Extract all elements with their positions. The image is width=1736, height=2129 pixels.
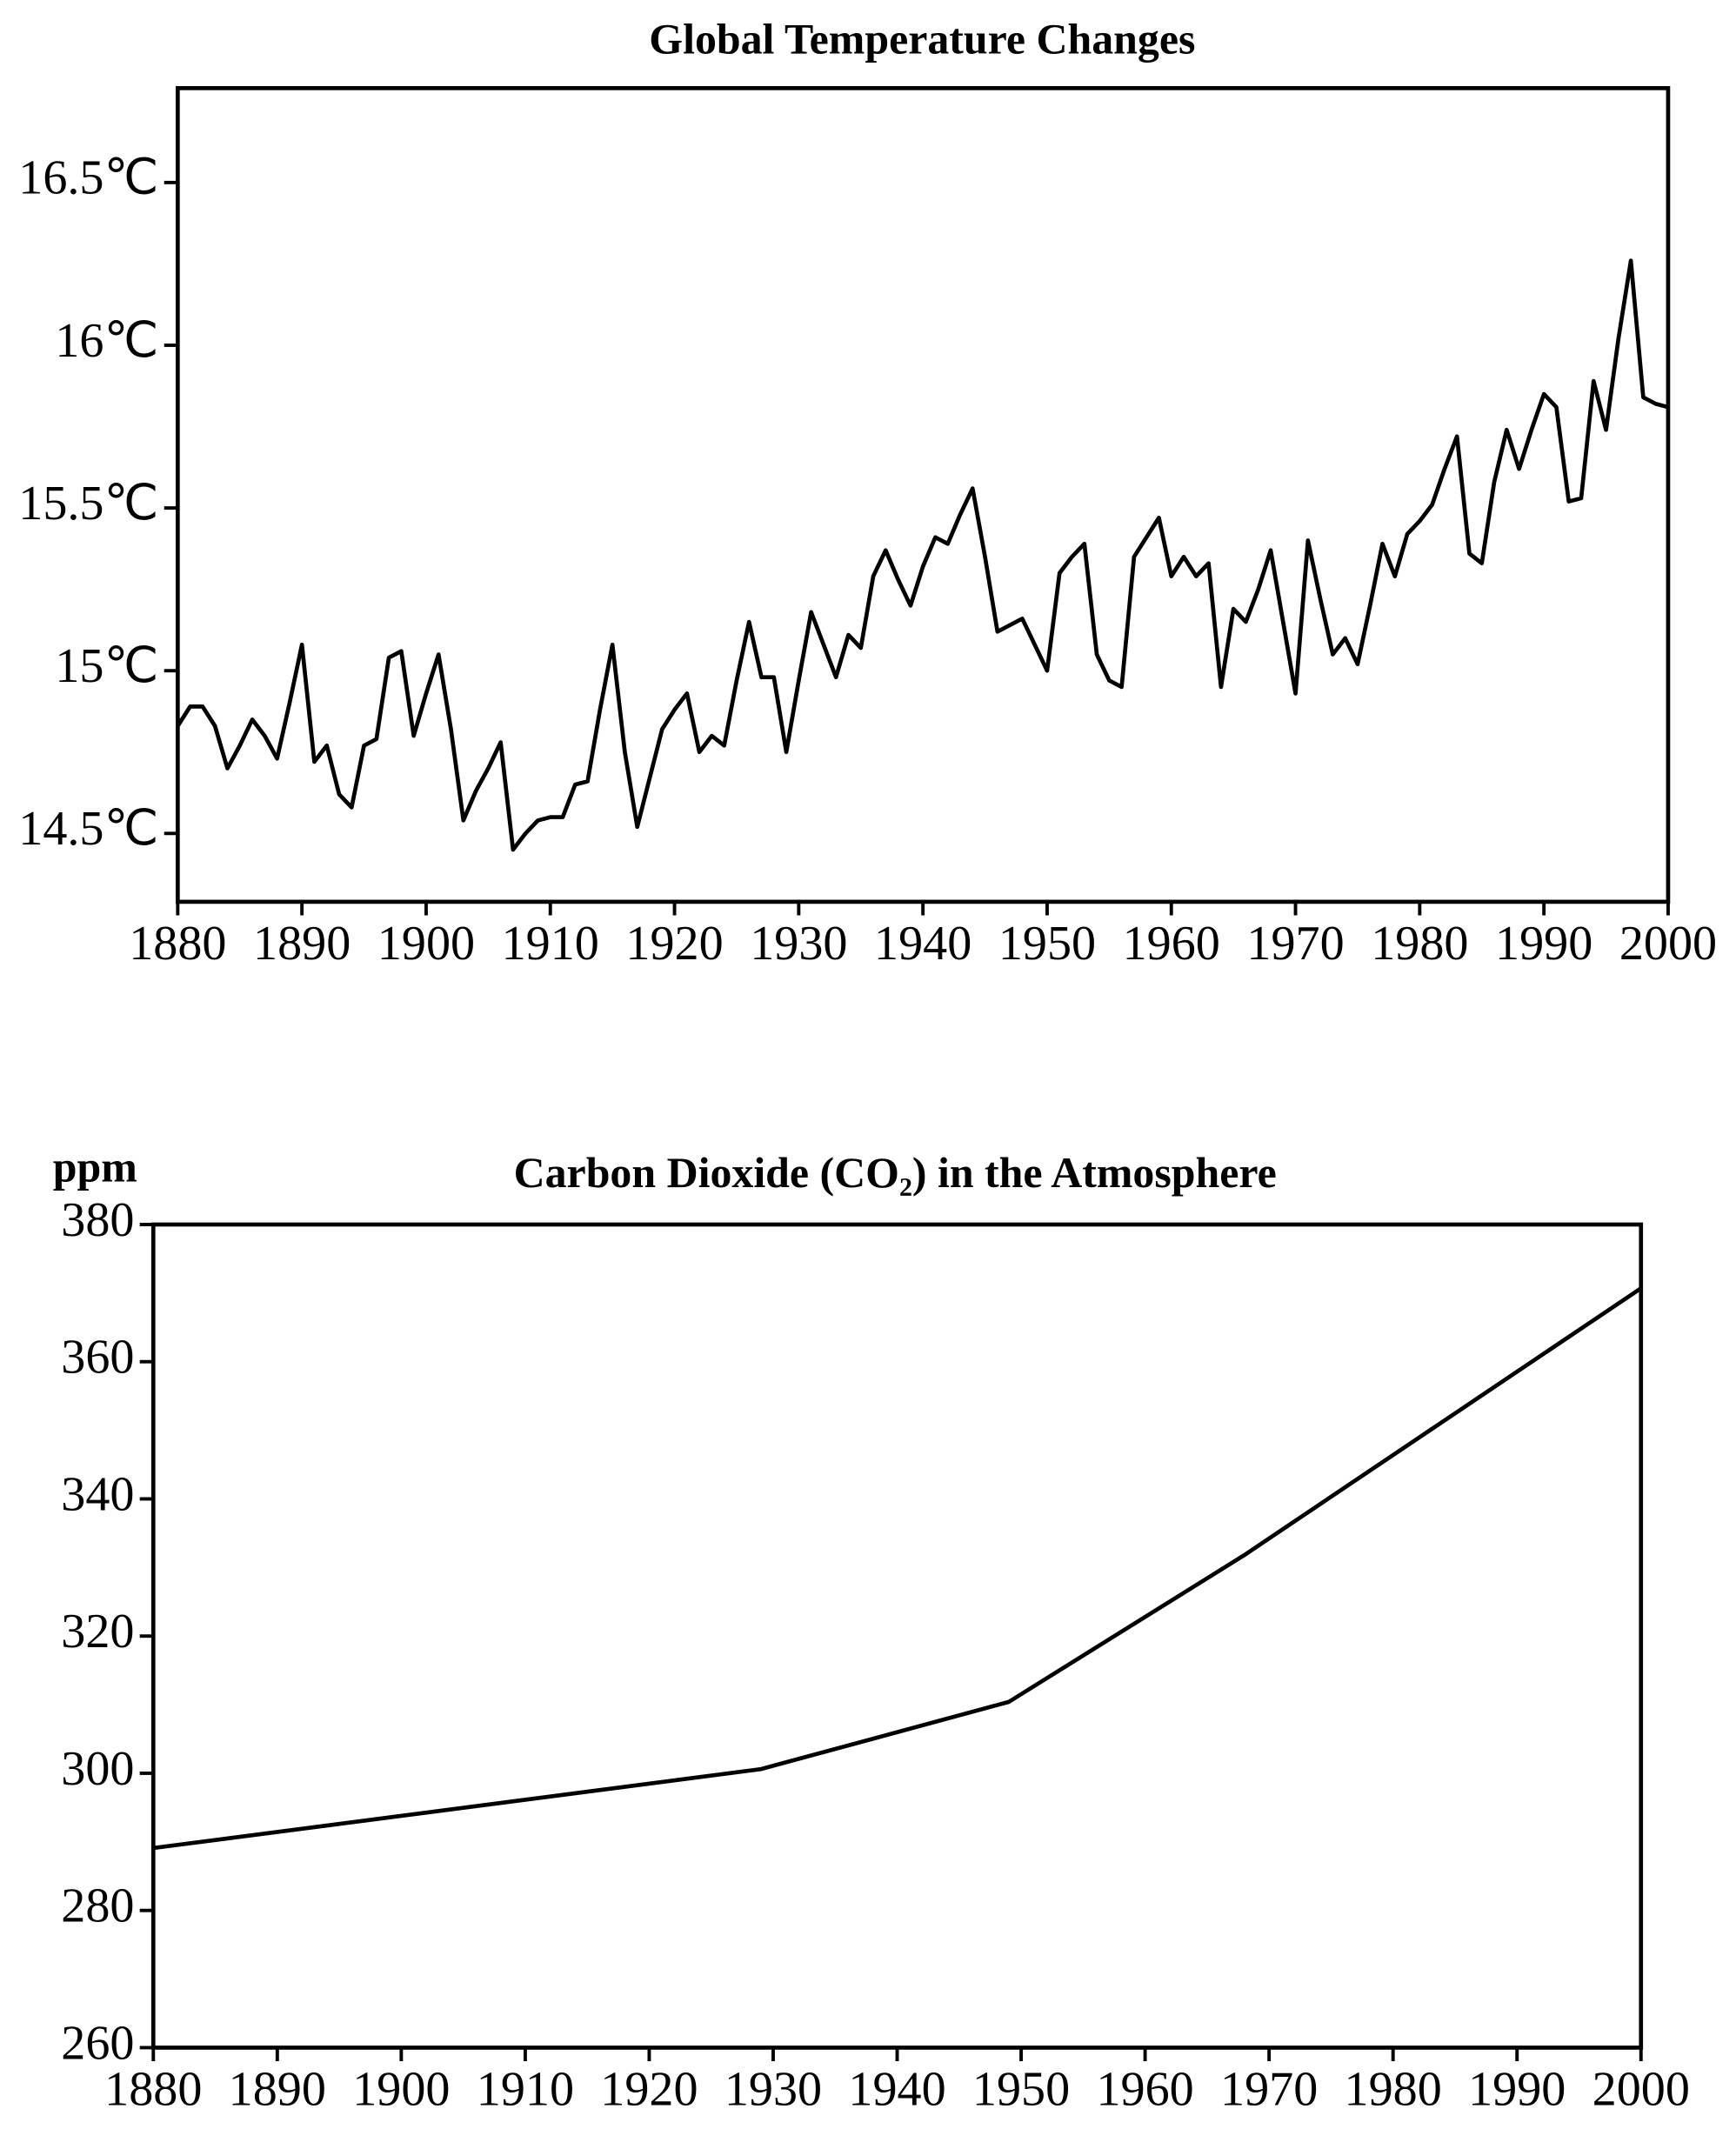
chart-title: Carbon Dioxide (CO₂) in the Atmosphere xyxy=(514,1149,1277,1197)
x-tick-label: 1920 xyxy=(600,2062,698,2116)
y-tick-label: 320 xyxy=(61,1605,134,1658)
x-tick-label: 1890 xyxy=(253,917,351,971)
x-tick-label: 1950 xyxy=(972,2062,1070,2116)
plot-frame xyxy=(176,86,1671,904)
y-tick-label: 380 xyxy=(61,1193,134,1247)
x-tick-label: 1980 xyxy=(1371,917,1468,971)
x-tick-label: 1890 xyxy=(229,2062,326,2116)
x-tick-label: 1970 xyxy=(1220,2062,1318,2116)
data-line xyxy=(152,1286,1643,1851)
y-tick-label: 360 xyxy=(61,1331,134,1385)
y-tick-label: 16℃ xyxy=(55,314,158,368)
x-tick-label: 1940 xyxy=(874,917,971,971)
y-axis-label: ppm xyxy=(53,1144,137,1191)
x-tick-label: 1970 xyxy=(1246,917,1344,971)
plot-frame xyxy=(150,1222,1644,2050)
x-tick-label: 1880 xyxy=(104,2062,202,2116)
x-tick-label: 1950 xyxy=(998,917,1096,971)
y-tick-label: 340 xyxy=(61,1467,134,1521)
x-tick-label: 1910 xyxy=(502,917,599,971)
data-line xyxy=(176,258,1669,852)
x-tick-label: 2000 xyxy=(1592,2062,1690,2116)
x-tick-label: 1900 xyxy=(377,917,475,971)
y-tick-label: 280 xyxy=(61,1879,134,1933)
y-tick-label: 16.5℃ xyxy=(18,151,158,205)
x-tick-label: 1920 xyxy=(625,917,723,971)
x-tick-label: 1910 xyxy=(477,2062,574,2116)
y-tick-label: 300 xyxy=(61,1742,134,1796)
x-tick-label: 1930 xyxy=(724,2062,822,2116)
chart-title: Global Temperature Changes xyxy=(649,15,1195,63)
x-tick-label: 2000 xyxy=(1619,917,1717,971)
y-tick-label: 15.5℃ xyxy=(18,477,158,531)
y-tick-label: 14.5℃ xyxy=(18,802,158,856)
x-tick-label: 1900 xyxy=(352,2062,450,2116)
x-tick-label: 1880 xyxy=(129,917,226,971)
y-tick-label: 15℃ xyxy=(55,639,158,693)
x-tick-label: 1940 xyxy=(848,2062,945,2116)
x-tick-label: 1930 xyxy=(750,917,847,971)
x-tick-label: 1980 xyxy=(1345,2062,1442,2116)
x-tick-label: 1960 xyxy=(1123,917,1220,971)
y-tick-label: 260 xyxy=(61,2016,134,2070)
x-tick-label: 1990 xyxy=(1495,917,1592,971)
x-tick-label: 1990 xyxy=(1468,2062,1566,2116)
x-tick-label: 1960 xyxy=(1096,2062,1193,2116)
